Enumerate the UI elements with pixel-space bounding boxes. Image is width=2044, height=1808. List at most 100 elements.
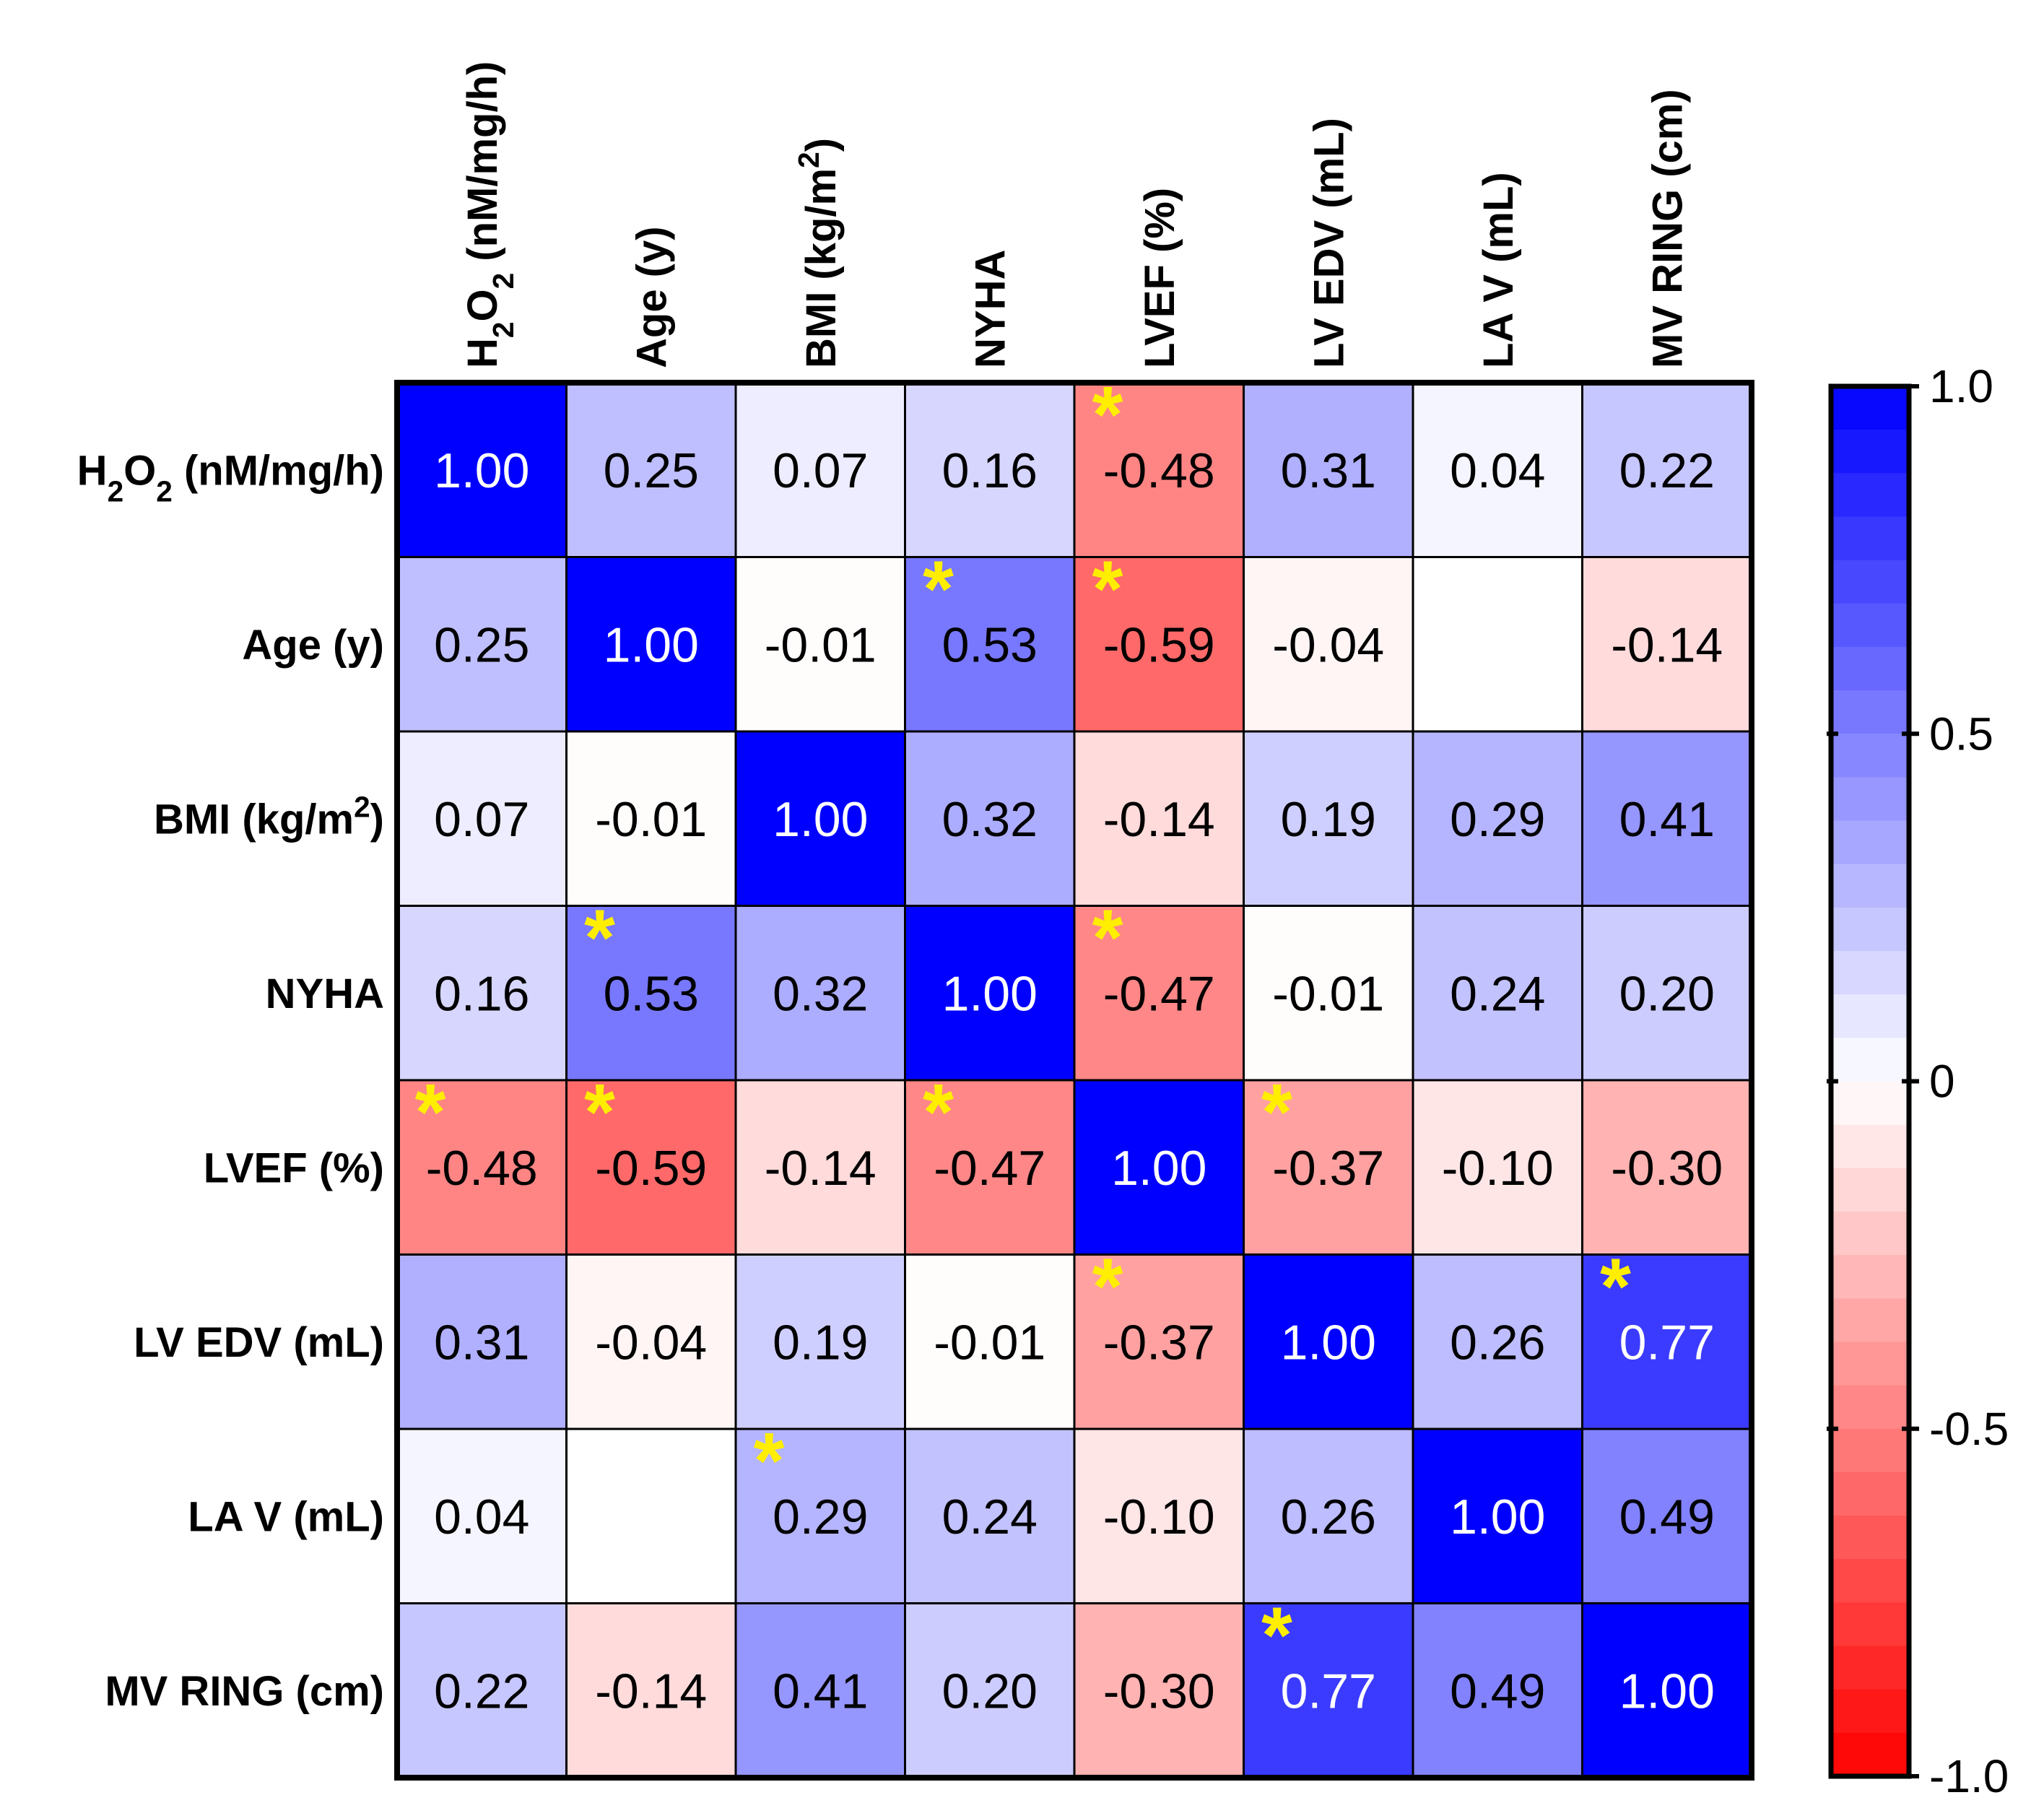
cell-value-r0-c0: 1.00 (434, 443, 529, 498)
cell-value-r3-c5: -0.01 (1272, 967, 1384, 1022)
colorbar-step (1831, 1516, 1909, 1560)
heatmap-cell-r7-c4 (1073, 1602, 1245, 1779)
cell-value-r4-c7: -0.30 (1611, 1141, 1723, 1196)
cell-value-r0-c4: -0.48 (1103, 443, 1215, 498)
cell-value-r5-c7: 0.77 (1619, 1316, 1715, 1370)
colorbar-tick-label: -1.0 (1929, 1750, 2009, 1802)
colorbar-step (1831, 1081, 1909, 1126)
heatmap-cell-r4-c2 (734, 1079, 906, 1256)
heatmap-cell-r0-c7 (1581, 381, 1753, 558)
colorbar-step (1831, 560, 1909, 604)
cell-value-r4-c5: -0.37 (1272, 1141, 1384, 1196)
colorbar-step (1831, 1211, 1909, 1256)
cell-value-r1-c2: -0.01 (765, 618, 877, 673)
column-label-lvef: LVEF (%) (1136, 188, 1183, 368)
heatmap-cell-r0-c1 (565, 381, 737, 558)
colorbar-step (1831, 1298, 1909, 1343)
colorbar-step (1831, 1428, 1909, 1473)
cell-value-r7-c3: 0.20 (942, 1664, 1038, 1719)
row-label-bmi: BMI (kg/m2) (154, 791, 384, 843)
column-labels: H2O2 (nM/mg/h) Age (y) BMI (kg/m2) NYHA LVEF… (459, 61, 1691, 368)
cell-value-r1-c4: -0.59 (1103, 618, 1215, 673)
cell-value-r4-c0: -0.48 (426, 1141, 538, 1196)
colorbar-step (1831, 1689, 1909, 1734)
colorbar-tick-label: 1.0 (1929, 360, 1993, 412)
cell-value-r3-c6: 0.24 (1450, 967, 1545, 1022)
cell-value-r3-c0: 0.16 (434, 967, 529, 1022)
heatmap-cell-r4-c3 (904, 1079, 1076, 1256)
cell-value-r5-c1: -0.04 (595, 1316, 707, 1370)
cell-value-r5-c2: 0.19 (773, 1316, 868, 1370)
heatmap-cell-r6-c6 (1412, 1427, 1583, 1604)
cell-value-r3-c1: 0.53 (604, 967, 699, 1022)
colorbar-step (1831, 1385, 1909, 1430)
column-label-age: Age (y) (629, 226, 676, 368)
heatmap-cell-r1-c7 (1581, 556, 1753, 733)
significance-star-r4-c1: * (584, 1068, 615, 1157)
heatmap-cell-r5-c1 (565, 1253, 737, 1430)
heatmap-cell-r3-c3 (904, 905, 1076, 1082)
column-label-nyha: NYHA (967, 250, 1014, 368)
significance-star-r1-c3: * (923, 545, 954, 634)
row-label-lvedv: LV EDV (mL) (134, 1319, 384, 1366)
heatmap-cell-r3-c6 (1412, 905, 1583, 1082)
cell-value-r0-c2: 0.07 (773, 443, 868, 498)
row-label-lav: LA V (mL) (188, 1494, 384, 1541)
row-label-h2o2: H2O2 (nM/mg/h) (77, 448, 384, 508)
cell-value-r6-c7: 0.49 (1619, 1490, 1715, 1544)
colorbar-step (1831, 690, 1909, 734)
heatmap-cell-r3-c4 (1073, 905, 1245, 1082)
cell-value-r4-c3: -0.47 (934, 1141, 1045, 1196)
colorbar-tick-label: -0.5 (1929, 1403, 2009, 1455)
cell-value-r6-c3: 0.24 (942, 1490, 1038, 1544)
heatmap-cell-r3-c0 (396, 905, 567, 1082)
colorbar-step (1831, 1732, 1909, 1777)
cell-value-r7-c6: 0.49 (1450, 1664, 1545, 1719)
cell-value-r1-c3: 0.53 (942, 618, 1038, 673)
row-label-nyha: NYHA (266, 970, 384, 1017)
colorbar-step (1831, 820, 1909, 865)
colorbar-tick-label: 0.5 (1929, 708, 1993, 760)
heatmap-cell-r0-c5 (1243, 381, 1414, 558)
cell-value-r7-c2: 0.41 (773, 1664, 868, 1719)
heatmap-cell-labels: 1.00 0.25 0.07 0.16 -0.48 0.31 0.04 0.22 0.25 1.0… (426, 443, 1723, 1719)
colorbar-step (1831, 646, 1909, 691)
cell-value-r5-c3: -0.01 (934, 1316, 1045, 1370)
cell-value-r1-c7: -0.14 (1611, 618, 1723, 673)
cell-value-r7-c0: 0.22 (434, 1664, 529, 1719)
heatmap-cell-r4-c5 (1243, 1079, 1414, 1256)
colorbar-step (1831, 1602, 1909, 1647)
cell-value-r2-c6: 0.29 (1450, 792, 1545, 847)
row-label-age: Age (y) (242, 622, 384, 669)
cell-value-r6-c4: -0.10 (1103, 1490, 1215, 1544)
colorbar-step (1831, 1559, 1909, 1603)
heatmap-cell-r2-c6 (1412, 730, 1583, 907)
cell-value-r2-c5: 0.19 (1281, 792, 1376, 847)
significance-star-r4-c5: * (1261, 1068, 1292, 1157)
heatmap-cell-r0-c3 (904, 381, 1076, 558)
colorbar-step (1831, 994, 1909, 1038)
colorbar-step (1831, 734, 1909, 778)
heatmap-cell-r2-c5 (1243, 730, 1414, 907)
colorbar-step (1831, 430, 1909, 474)
cell-value-r0-c1: 0.25 (604, 443, 699, 498)
heatmap-cell-r2-c3 (904, 730, 1076, 907)
heatmap-cell-r1-c1 (565, 556, 737, 733)
row-label-mvring: MV RING (cm) (105, 1668, 384, 1715)
cell-value-r1-c5: -0.04 (1272, 618, 1384, 673)
significance-star-r4-c3: * (923, 1068, 954, 1157)
colorbar-step (1831, 907, 1909, 952)
cell-value-r2-c3: 0.32 (942, 792, 1038, 847)
colorbar-step (1831, 1255, 1909, 1299)
cell-value-r5-c0: 0.31 (434, 1316, 529, 1370)
significance-star-r1-c4: * (1092, 545, 1123, 634)
cell-value-r4-c1: -0.59 (595, 1141, 707, 1196)
colorbar-step (1831, 1472, 1909, 1516)
colorbar-step (1831, 386, 1909, 430)
cell-value-r5-c4: -0.37 (1103, 1316, 1215, 1370)
cell-value-r1-c0: 0.25 (434, 618, 529, 673)
heatmap-cell-r2-c4 (1073, 730, 1245, 907)
significance-star-r4-c0: * (415, 1068, 446, 1157)
heatmap-cell-r6-c7 (1581, 1427, 1753, 1604)
